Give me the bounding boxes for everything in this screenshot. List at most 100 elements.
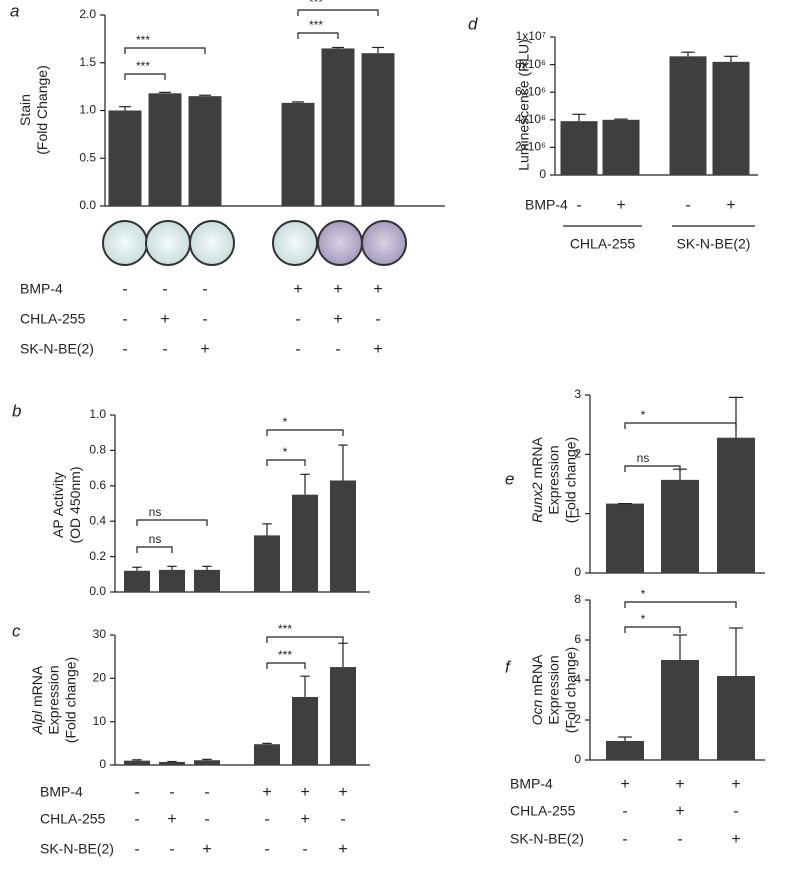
error-bar bbox=[300, 473, 310, 495]
bar bbox=[361, 53, 395, 207]
y-tick-label: 1 bbox=[574, 506, 581, 520]
y-tick-label: 0.4 bbox=[89, 513, 106, 527]
well-image bbox=[272, 220, 318, 266]
bar bbox=[159, 761, 185, 765]
y-axis-label: (Fold change) bbox=[563, 647, 579, 733]
y-axis-label-part: mRNA bbox=[529, 654, 545, 700]
y-tick-label: 0 bbox=[99, 757, 106, 771]
y-tick-label: 30 bbox=[93, 627, 107, 641]
y-tick-label: 1.0 bbox=[89, 407, 106, 421]
error-bar bbox=[729, 627, 743, 676]
y-tick-label: 8x10⁶ bbox=[515, 57, 546, 71]
bar bbox=[606, 741, 644, 760]
condition-symbol: - bbox=[302, 841, 307, 858]
error-bar bbox=[199, 94, 211, 97]
bar bbox=[330, 480, 356, 592]
condition-name: SK-N-BE(2) bbox=[510, 831, 584, 847]
significance-label: *** bbox=[278, 622, 292, 636]
condition-symbol: - bbox=[340, 811, 345, 828]
y-tick-label: 0.2 bbox=[89, 549, 106, 563]
condition-symbol: + bbox=[731, 831, 740, 848]
bar bbox=[661, 479, 699, 573]
y-tick-label: 2.0 bbox=[79, 7, 96, 21]
condition-symbol: - bbox=[733, 803, 738, 820]
bar bbox=[717, 437, 755, 573]
y-tick-label: 6 bbox=[574, 632, 581, 646]
error-bar bbox=[262, 742, 272, 745]
condition-symbol: - bbox=[335, 341, 340, 358]
condition-name: CHLA-255 bbox=[510, 803, 576, 819]
condition-name: BMP-4 bbox=[40, 784, 83, 800]
y-tick-label: 4x10⁶ bbox=[515, 112, 546, 126]
bar bbox=[148, 93, 182, 206]
condition-symbol: + bbox=[726, 197, 735, 214]
bar bbox=[661, 660, 699, 760]
condition-symbol: + bbox=[675, 776, 684, 793]
condition-name: BMP-4 bbox=[510, 776, 553, 792]
y-tick-label: 0.8 bbox=[89, 443, 106, 457]
y-tick-label: 0.0 bbox=[89, 584, 106, 598]
y-tick-label: 0 bbox=[539, 167, 546, 181]
condition-symbol: - bbox=[677, 831, 682, 848]
significance-bracket bbox=[624, 626, 681, 633]
y-tick-label: 3 bbox=[574, 387, 581, 401]
error-bar bbox=[202, 758, 212, 761]
bar bbox=[292, 494, 318, 592]
condition-symbol: - bbox=[122, 281, 127, 298]
significance-bracket bbox=[266, 636, 344, 643]
error-bar bbox=[338, 642, 348, 668]
significance-bracket bbox=[136, 546, 173, 553]
condition-symbol: + bbox=[616, 197, 625, 214]
y-tick-label: 0 bbox=[574, 565, 581, 579]
panel-letter: d bbox=[468, 14, 478, 33]
condition-symbol: + bbox=[620, 776, 629, 793]
error-bar bbox=[724, 55, 738, 62]
panel-letter: e bbox=[505, 469, 514, 488]
y-tick-label: 0.0 bbox=[79, 198, 96, 212]
condition-symbol: - bbox=[622, 803, 627, 820]
y-tick-label: 2 bbox=[574, 447, 581, 461]
significance-label: ns bbox=[149, 532, 162, 546]
significance-bracket bbox=[136, 519, 208, 526]
y-axis-label: (Fold change) bbox=[63, 657, 79, 743]
error-bar bbox=[159, 91, 171, 94]
bar bbox=[254, 744, 280, 765]
error-bar bbox=[292, 101, 304, 103]
condition-symbol: - bbox=[264, 841, 269, 858]
bar bbox=[321, 48, 355, 206]
condition-symbol: - bbox=[134, 811, 139, 828]
y-tick-label: 0 bbox=[574, 752, 581, 766]
bar bbox=[124, 570, 150, 592]
error-bar bbox=[618, 736, 632, 741]
y-axis-label-part: mRNA bbox=[29, 665, 45, 711]
condition-symbol: - bbox=[576, 197, 581, 214]
y-axis-label: Expression bbox=[46, 665, 62, 734]
error-bar bbox=[202, 565, 212, 570]
bar bbox=[159, 569, 185, 592]
significance-bracket bbox=[624, 465, 681, 472]
y-axis-label-part: Ocn bbox=[529, 700, 545, 726]
condition-symbol: - bbox=[169, 784, 174, 801]
significance-bracket bbox=[297, 9, 379, 16]
significance-bracket bbox=[266, 662, 306, 669]
significance-bracket bbox=[124, 73, 166, 80]
bar bbox=[292, 696, 318, 765]
y-tick-label: 4 bbox=[574, 672, 581, 686]
y-axis-label-part: mRNA bbox=[529, 437, 545, 483]
y-axis-label: AP Activity bbox=[50, 472, 66, 538]
well-image bbox=[102, 220, 148, 266]
significance-label: * bbox=[641, 612, 646, 626]
y-tick-label: 1x10⁷ bbox=[516, 29, 546, 43]
panel-letter: a bbox=[10, 1, 19, 20]
significance-label: *** bbox=[309, 18, 323, 32]
condition-symbol: - bbox=[375, 311, 380, 328]
error-bar bbox=[132, 759, 142, 761]
condition-symbol: - bbox=[169, 841, 174, 858]
bar bbox=[717, 676, 755, 760]
condition-symbol: + bbox=[333, 281, 342, 298]
y-tick-label: 1.0 bbox=[79, 103, 96, 117]
error-bar bbox=[681, 51, 695, 57]
condition-symbol: - bbox=[162, 341, 167, 358]
error-bar bbox=[332, 46, 344, 49]
